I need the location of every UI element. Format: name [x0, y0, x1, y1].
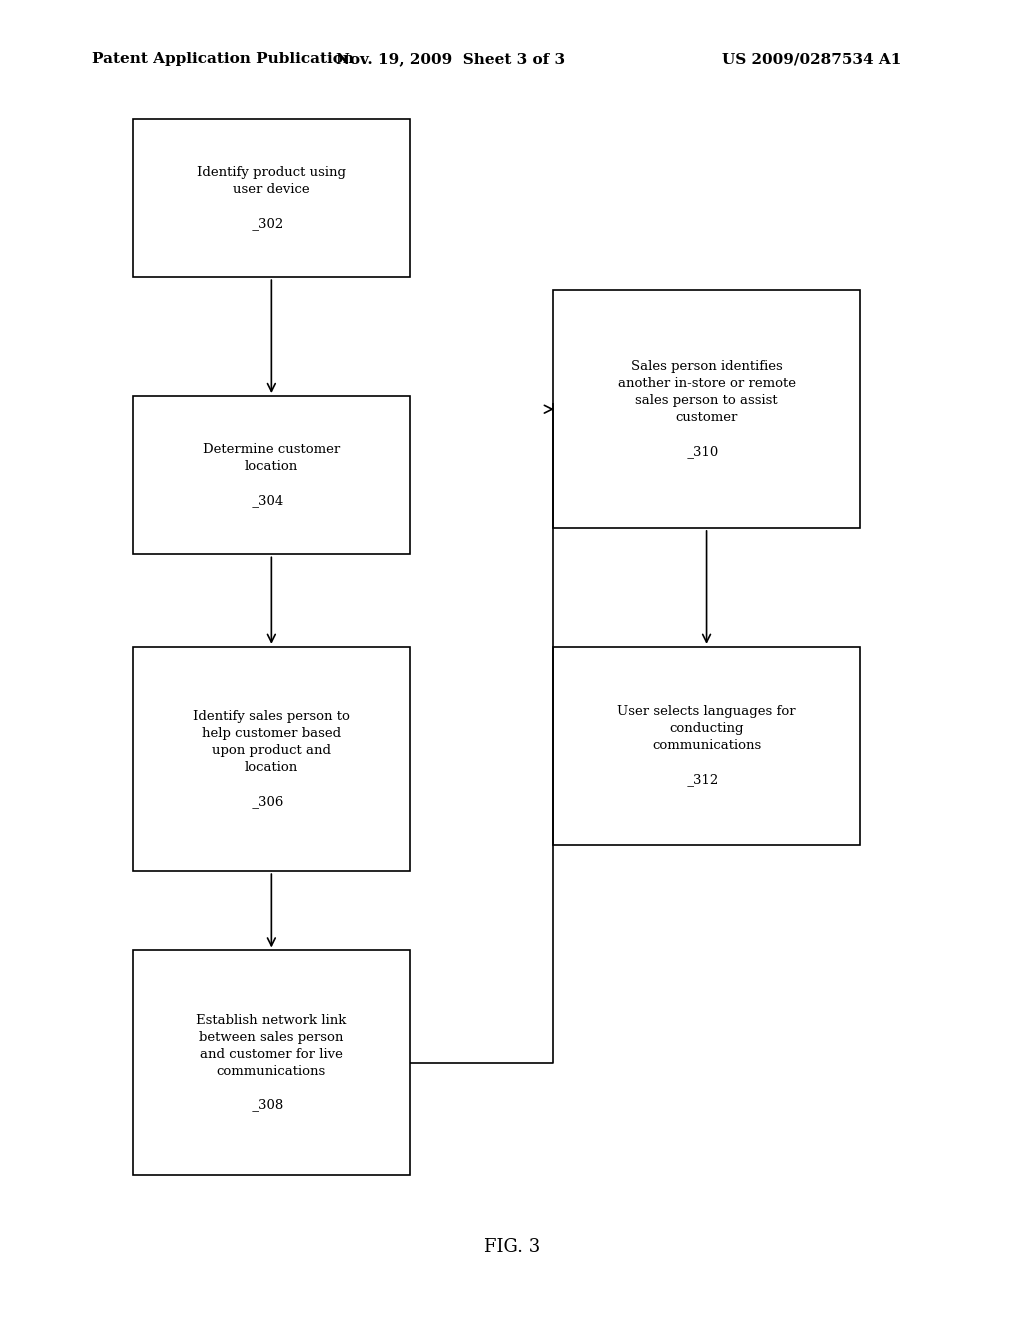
Text: Establish network link
between sales person
and customer for live
communications: Establish network link between sales per…	[197, 1014, 346, 1111]
FancyBboxPatch shape	[133, 119, 410, 277]
Text: Nov. 19, 2009  Sheet 3 of 3: Nov. 19, 2009 Sheet 3 of 3	[336, 53, 565, 66]
FancyBboxPatch shape	[133, 396, 410, 554]
Text: Patent Application Publication: Patent Application Publication	[92, 53, 354, 66]
FancyBboxPatch shape	[133, 950, 410, 1175]
FancyBboxPatch shape	[553, 647, 860, 845]
Text: Sales person identifies
another in-store or remote
sales person to assist
custom: Sales person identifies another in-store…	[617, 360, 796, 458]
Text: Identify sales person to
help customer based
upon product and
location

̲306: Identify sales person to help customer b…	[193, 710, 350, 808]
Text: US 2009/0287534 A1: US 2009/0287534 A1	[722, 53, 901, 66]
Text: Identify product using
user device

̲302: Identify product using user device ̲302	[197, 166, 346, 230]
Text: User selects languages for
conducting
communications

̲312: User selects languages for conducting co…	[617, 705, 796, 787]
Text: FIG. 3: FIG. 3	[484, 1238, 540, 1257]
FancyBboxPatch shape	[133, 647, 410, 871]
Text: Determine customer
location

̲304: Determine customer location ̲304	[203, 444, 340, 507]
FancyBboxPatch shape	[553, 290, 860, 528]
